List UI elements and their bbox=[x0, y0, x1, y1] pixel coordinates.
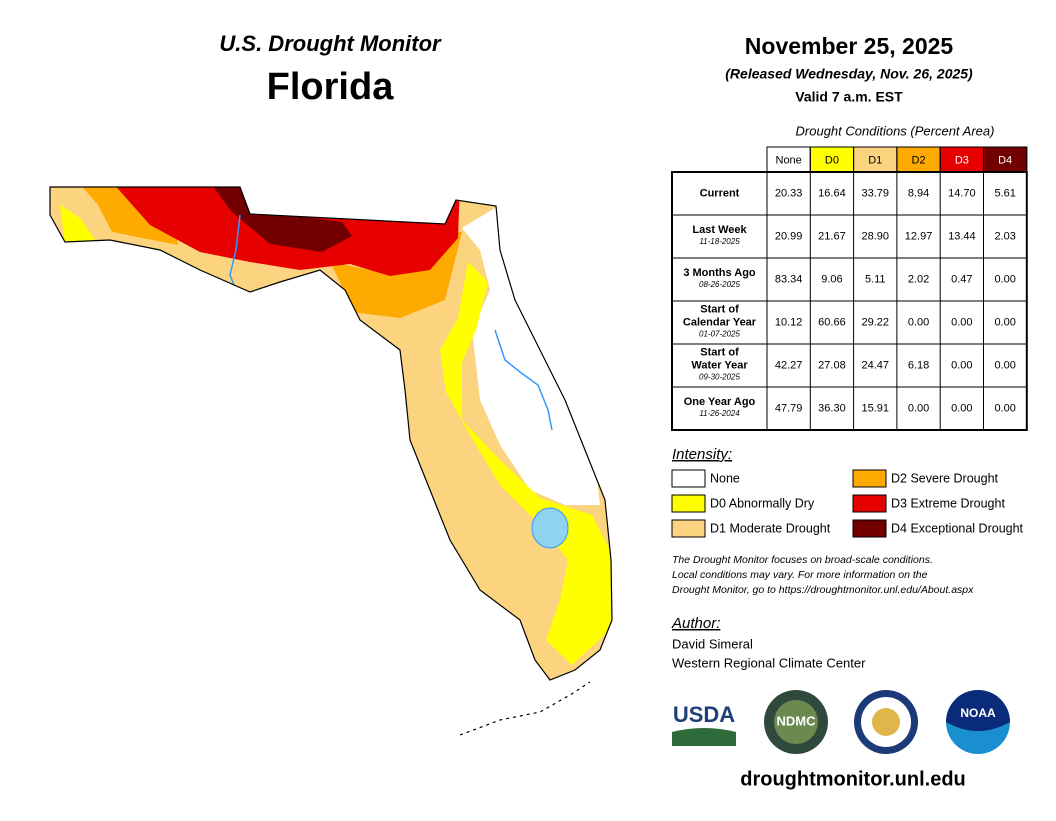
state-name: Florida bbox=[267, 66, 395, 108]
column-header-cell bbox=[809, 146, 855, 173]
table-cell: 0.00 bbox=[951, 316, 972, 328]
legend-label: D4 Exceptional Drought bbox=[891, 521, 1024, 535]
column-header-cell bbox=[853, 146, 898, 173]
author: David Simeral Western Regional Climate Ce… bbox=[672, 636, 866, 670]
column-header: D2 bbox=[912, 154, 926, 166]
legend-label: D2 Severe Drought bbox=[891, 471, 999, 485]
row-date: 11-18-2025 bbox=[699, 237, 740, 246]
row-label: Water Year bbox=[691, 359, 748, 371]
table-cell: 5.11 bbox=[865, 273, 886, 285]
note-line: The Drought Monitor focuses on broad-sca… bbox=[672, 554, 933, 566]
table-cell: 10.12 bbox=[775, 316, 803, 328]
table-cell: 6.18 bbox=[908, 359, 929, 371]
logos: USDA NDMC NOAA bbox=[672, 690, 1010, 754]
table-cell: 47.79 bbox=[775, 402, 803, 414]
logo-usda: USDA bbox=[673, 702, 735, 727]
author-line: Western Regional Climate Center bbox=[672, 655, 866, 670]
release-date: (Released Wednesday, Nov. 26, 2025) bbox=[725, 66, 973, 82]
note: The Drought Monitor focuses on broad-sca… bbox=[672, 554, 974, 596]
legend-label: D1 Moderate Drought bbox=[710, 521, 831, 535]
conditions-table: None D0 D1 D2 D3 D4 Current 20.33 16.64 33.79 8.94… bbox=[671, 146, 1028, 431]
logo-ndmc: NDMC bbox=[777, 713, 817, 728]
table-cell: 60.66 bbox=[818, 316, 846, 328]
author-title: Author: bbox=[671, 615, 720, 632]
column-header: D3 bbox=[955, 154, 969, 166]
column-header: D1 bbox=[868, 154, 882, 166]
note-line: Local conditions may vary. For more info… bbox=[672, 569, 928, 581]
table-cell: 20.99 bbox=[775, 230, 803, 242]
row-date: 08-26-2025 bbox=[699, 280, 740, 289]
map-date: November 25, 2025 bbox=[745, 33, 954, 59]
table-cell: 21.67 bbox=[818, 230, 846, 242]
table-cell: 42.27 bbox=[775, 359, 803, 371]
row-date: 09-30-2025 bbox=[699, 373, 740, 382]
author-line: David Simeral bbox=[672, 636, 753, 651]
table-cell: 0.00 bbox=[908, 402, 929, 414]
row-date: 01-07-2025 bbox=[699, 330, 740, 339]
table-cell: 13.44 bbox=[948, 230, 976, 242]
table-cell: 29.22 bbox=[861, 316, 889, 328]
title: U.S. Drought Monitor bbox=[219, 31, 442, 56]
legend: None D0 Abnormally Dry D1 Moderate Drought… bbox=[671, 469, 1024, 538]
column-header-cell bbox=[766, 146, 811, 173]
row-date: 11-26-2024 bbox=[699, 409, 740, 418]
legend-title: Intensity: bbox=[672, 446, 732, 463]
legend-label: D3 Extreme Drought bbox=[891, 496, 1005, 510]
table-cell: 28.90 bbox=[861, 230, 889, 242]
table-cell: 12.97 bbox=[905, 230, 933, 242]
column-header: D0 bbox=[825, 154, 839, 166]
table-cell: 0.00 bbox=[994, 316, 1015, 328]
legend-swatch bbox=[671, 519, 706, 538]
table-cell: 27.08 bbox=[818, 359, 846, 371]
legend-label: None bbox=[710, 471, 740, 485]
column-header: None bbox=[776, 154, 802, 166]
table-caption: Drought Conditions (Percent Area) bbox=[796, 123, 995, 138]
table-cell: 0.00 bbox=[994, 359, 1015, 371]
table-cell: 0.00 bbox=[994, 402, 1015, 414]
florida-map bbox=[49, 186, 613, 736]
table-cell: 14.70 bbox=[948, 187, 976, 199]
legend-swatch bbox=[671, 494, 706, 513]
legend-label: D0 Abnormally Dry bbox=[710, 496, 815, 510]
legend-swatch bbox=[852, 519, 887, 538]
table-cell: 16.64 bbox=[818, 187, 846, 199]
note-line: Drought Monitor, go to https://droughtmo… bbox=[672, 584, 974, 596]
table-cell: 0.47 bbox=[951, 273, 972, 285]
table-cell: 9.06 bbox=[821, 273, 842, 285]
row-label: Last Week bbox=[692, 224, 747, 236]
logo-noaa: NOAA bbox=[960, 706, 996, 720]
table-cell: 20.33 bbox=[775, 187, 803, 199]
legend-swatch bbox=[852, 494, 887, 513]
table-cell: 0.00 bbox=[994, 273, 1015, 285]
table-cell: 2.02 bbox=[908, 273, 929, 285]
row-label: One Year Ago bbox=[684, 396, 756, 408]
column-header: D4 bbox=[998, 154, 1012, 166]
table-cell: 36.30 bbox=[818, 402, 846, 414]
website-url: droughtmonitor.unl.edu bbox=[740, 768, 966, 790]
legend-swatch bbox=[852, 469, 887, 488]
row-label: Calendar Year bbox=[683, 316, 757, 328]
table-cell: 15.91 bbox=[861, 402, 889, 414]
table-cell: 2.03 bbox=[994, 230, 1015, 242]
table-cell: 0.00 bbox=[951, 359, 972, 371]
table-cell: 5.61 bbox=[994, 187, 1015, 199]
table-cell: 8.94 bbox=[908, 187, 929, 199]
row-label: Start of bbox=[700, 303, 739, 315]
table-cell: 24.47 bbox=[861, 359, 889, 371]
row-label: Start of bbox=[700, 346, 739, 358]
table-cell: 0.00 bbox=[908, 316, 929, 328]
valid-time: Valid 7 a.m. EST bbox=[795, 89, 903, 105]
table-cell: 0.00 bbox=[951, 402, 972, 414]
row-label: 3 Months Ago bbox=[683, 267, 756, 279]
row-label: Current bbox=[700, 187, 740, 199]
legend-swatch bbox=[671, 469, 706, 488]
table-cell: 33.79 bbox=[861, 187, 889, 199]
table-cell: 83.34 bbox=[775, 273, 803, 285]
